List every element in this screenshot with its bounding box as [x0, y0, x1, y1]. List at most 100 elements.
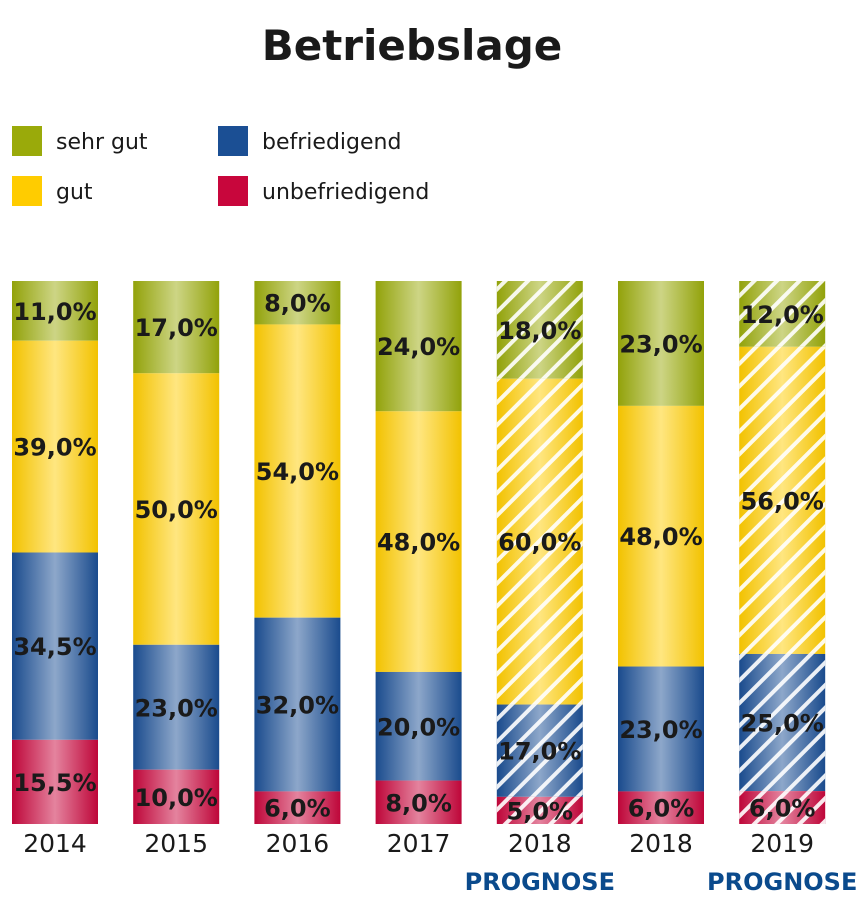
bar-value-label: 54,0% [256, 458, 339, 486]
bar-gut-2016 [254, 324, 341, 618]
bar-hatch-overlay [739, 281, 826, 347]
bar-value-label: 8,0% [264, 290, 331, 318]
bars: 11,0% 39,0% 34,5% 15,5% 17,0% 50,0% 23,0% 10,0%… [12, 281, 826, 825]
bar-segment-unbefriedigend: 6,0% [739, 791, 826, 824]
legend-swatch-unbefriedigend [218, 176, 248, 206]
bar-value-label: 48,0% [377, 529, 460, 557]
bar-segment-unbefriedigend: 5,0% [496, 796, 583, 825]
bar-value-label: 12,0% [741, 301, 824, 329]
bar-segment-unbefriedigend: 15,5% [12, 739, 98, 824]
legend-swatch-befriedigend [218, 126, 248, 156]
bar-segment-sehr-gut: 18,0% [496, 281, 583, 379]
bar-value-label: 23,0% [619, 716, 702, 744]
bar-value-label: 5,0% [507, 797, 574, 825]
bar-segment-sehr-gut: 8,0% [254, 281, 341, 325]
bar-segment-unbefriedigend: 8,0% [375, 780, 462, 824]
bar-hatch-overlay [739, 791, 826, 824]
bar-value-label: 17,0% [498, 738, 581, 766]
bar-segment-gut: 48,0% [618, 405, 704, 667]
chart-title: Betriebslage [262, 21, 563, 70]
bar-value-label: 24,0% [377, 333, 460, 361]
x-tick-label: 2018 [629, 829, 693, 858]
bar-segment-sehr-gut: 17,0% [133, 281, 220, 374]
bar-unbefriedigend-2015 [133, 769, 220, 824]
bar-value-label: 23,0% [619, 330, 702, 358]
bar-value-label: 8,0% [385, 789, 452, 817]
legend-label-gut: gut [56, 180, 93, 205]
bar-value-label: 25,0% [741, 710, 824, 738]
bar-segment-gut: 56,0% [739, 346, 826, 654]
bar-sehr-gut-2017 [375, 281, 462, 412]
legend-label-befriedigend: befriedigend [262, 130, 401, 155]
bar-segment-befriedigend: 23,0% [618, 666, 704, 792]
legend-label-sehr-gut: sehr gut [56, 130, 148, 155]
bar-value-label: 39,0% [13, 434, 96, 462]
bar-value-label: 60,0% [498, 529, 581, 557]
bar-hatch-overlay [496, 281, 583, 379]
x-tick-sublabel-prognose: PROGNOSE [707, 868, 857, 896]
bar-value-label: 18,0% [498, 317, 581, 345]
bar-segment-befriedigend: 23,0% [133, 644, 220, 770]
bar-sehr-gut-2018 [618, 281, 704, 406]
bar-segment-sehr-gut: 11,0% [12, 281, 98, 341]
bar-unbefriedigend-2014 [12, 739, 98, 824]
bar-befriedigend-2017 [375, 671, 462, 781]
bar-befriedigend-2016 [254, 617, 341, 792]
x-tick-label: 2018 [508, 829, 572, 858]
bar-value-label: 50,0% [135, 496, 218, 524]
bar-value-label: 20,0% [377, 713, 460, 741]
bar-gut-2017 [375, 411, 462, 672]
bar-segment-gut: 50,0% [133, 373, 220, 645]
bar-value-label: 32,0% [256, 692, 339, 720]
bar-value-label: 11,0% [13, 298, 96, 326]
bar-value-label: 34,5% [13, 633, 96, 661]
bar-value-label: 56,0% [741, 487, 824, 515]
bar-hatch-overlay [739, 653, 826, 792]
bar-value-label: 23,0% [135, 694, 218, 722]
x-axis-labels: 2014 2015 2016 2017 2018 PROGNOSE 2018 2019 PROG… [23, 829, 857, 896]
bar-value-label: 48,0% [619, 523, 702, 551]
x-tick-sublabel-prognose: PROGNOSE [465, 868, 615, 896]
bar-value-label: 17,0% [135, 314, 218, 342]
bar-hatch-overlay [496, 704, 583, 797]
bar-segment-unbefriedigend: 6,0% [254, 791, 341, 824]
legend-swatch-gut [12, 176, 42, 206]
bar-sehr-gut-2016 [254, 281, 341, 325]
bar-segment-befriedigend: 34,5% [12, 552, 98, 740]
bar-hatch-overlay [739, 346, 826, 654]
bar-segment-befriedigend: 17,0% [496, 704, 583, 797]
bar-segment-gut: 39,0% [12, 340, 98, 553]
bar-gut-2015 [133, 373, 220, 645]
bar-segment-befriedigend: 32,0% [254, 617, 341, 792]
bar-befriedigend-2015 [133, 644, 220, 770]
bar-value-label: 10,0% [135, 784, 218, 812]
bar-gut-2014 [12, 340, 98, 553]
legend: sehr gut befriedigend gut unbefriedigend [12, 126, 429, 206]
bar-befriedigend-2014 [12, 552, 98, 740]
x-tick-label: 2019 [750, 829, 814, 858]
x-tick-label: 2017 [387, 829, 451, 858]
bar-unbefriedigend-2017 [375, 780, 462, 824]
bar-segment-sehr-gut: 12,0% [739, 281, 826, 347]
bar-segment-gut: 48,0% [375, 411, 462, 672]
bar-value-label: 6,0% [628, 795, 695, 823]
bar-hatch-overlay [496, 378, 583, 705]
x-tick-label: 2016 [266, 829, 330, 858]
bar-befriedigend-2018 [618, 666, 704, 792]
bar-unbefriedigend-2018 [618, 791, 704, 824]
bar-segment-sehr-gut: 24,0% [375, 281, 462, 412]
bar-value-label: 6,0% [749, 795, 816, 823]
bar-segment-gut: 54,0% [254, 324, 341, 618]
bar-sehr-gut-2015 [133, 281, 220, 374]
legend-swatch-sehr-gut [12, 126, 42, 156]
bar-unbefriedigend-2016 [254, 791, 341, 824]
bar-value-label: 15,5% [13, 769, 96, 797]
bar-segment-unbefriedigend: 10,0% [133, 769, 220, 824]
x-tick-label: 2015 [144, 829, 208, 858]
bar-segment-unbefriedigend: 6,0% [618, 791, 704, 824]
bar-segment-sehr-gut: 23,0% [618, 281, 704, 406]
bar-hatch-overlay [496, 796, 583, 824]
bar-segment-befriedigend: 20,0% [375, 671, 462, 781]
x-tick-label: 2014 [23, 829, 87, 858]
